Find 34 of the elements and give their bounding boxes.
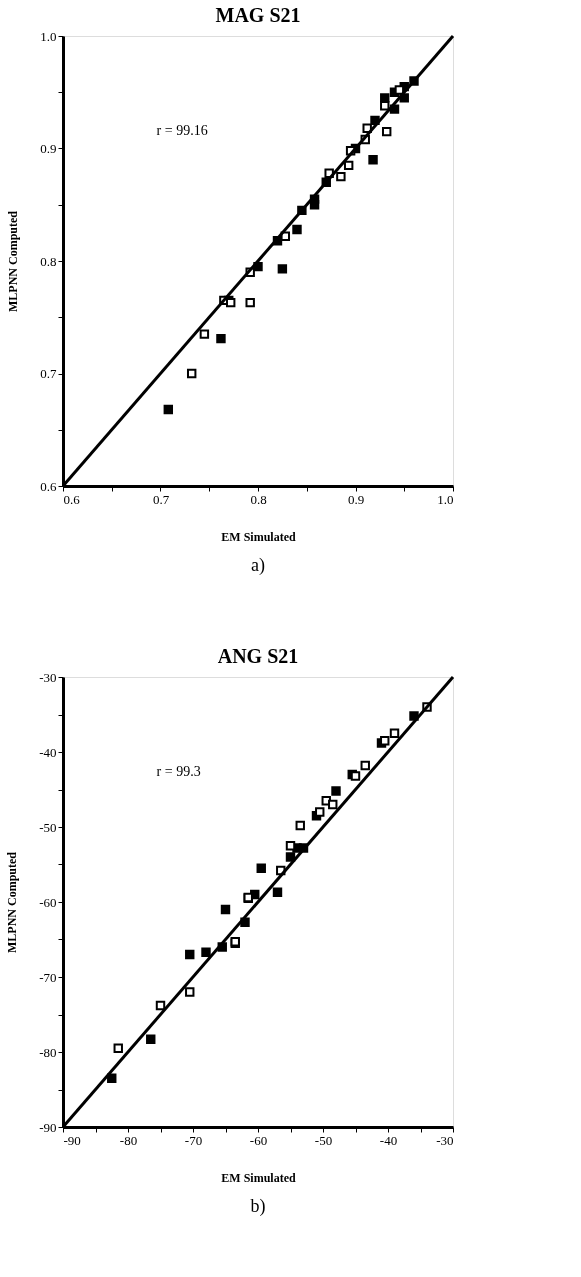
y-tick-label: -30 (39, 669, 57, 685)
y-tick-label: 0.7 (40, 366, 57, 381)
x-tick-label: -50 (314, 1132, 333, 1148)
y-tick-label: -40 (39, 744, 57, 760)
annotation: r = 99.16 (156, 122, 208, 138)
y-axis-title: MLPNN Computed (5, 851, 20, 953)
x-axis-title: EM Simulated (221, 1170, 296, 1185)
x-tick-label: -70 (184, 1132, 203, 1148)
text: b) (250, 1196, 266, 1217)
y-tick-label: -90 (39, 1119, 57, 1135)
y-tick-label: -70 (39, 969, 57, 985)
x-axis-title: EM Simulated (221, 529, 296, 544)
y-axis-title: MLPNN Computed (6, 210, 21, 312)
y-tick-label: -60 (39, 894, 57, 910)
chart-title: ANG S21 (217, 645, 299, 667)
x-tick-label: 0.7 (152, 491, 170, 507)
x-tick-label: -90 (63, 1132, 81, 1148)
x-tick-label: 0.9 (347, 491, 365, 507)
annotation: r = 99.3 (156, 763, 201, 779)
y-tick-label: 0.8 (40, 253, 57, 269)
y-tick-label: 0.9 (40, 141, 57, 156)
y-tick-label: 0.6 (40, 478, 57, 494)
x-tick-label: -60 (249, 1132, 268, 1148)
text: a) (251, 555, 265, 576)
x-tick-label: 0.6 (63, 491, 81, 507)
y-tick-label: -50 (39, 819, 57, 835)
x-tick-label: 1.0 (437, 491, 454, 507)
y-tick-label: -80 (39, 1044, 57, 1060)
x-tick-label: -30 (436, 1132, 454, 1148)
x-tick-label: -40 (379, 1132, 398, 1148)
x-tick-label: -80 (119, 1132, 138, 1148)
x-tick-label: 0.8 (250, 491, 267, 507)
y-tick-label: 1.0 (40, 28, 57, 44)
chart-title: MAG S21 (215, 4, 301, 26)
